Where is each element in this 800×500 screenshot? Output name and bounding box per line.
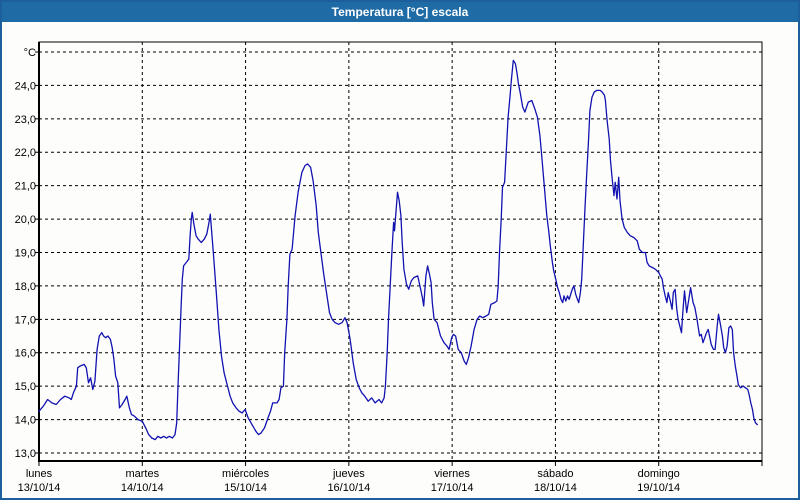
y-axis-unit-label: °C: [24, 47, 36, 59]
x-date-label: 15/10/14: [224, 482, 267, 494]
temperature-chart: 13,0 14,0 15,0 16,0 17,0 18,0 19,0 20,0 21,0 22,0…: [15, 41, 763, 494]
y-tick-label: 16,0: [15, 348, 36, 360]
y-tick-label: 22,0: [15, 147, 36, 159]
x-date-label: 14/10/14: [121, 482, 164, 494]
x-day-label: martes: [125, 468, 159, 480]
chart-area: 13,0 14,0 15,0 16,0 17,0 18,0 19,0 20,0 21,0 22,0…: [2, 22, 798, 498]
x-date-label: 19/10/14: [637, 482, 680, 494]
window-title: Temperatura [°C] escala: [331, 5, 469, 19]
y-tick-label: 17,0: [15, 314, 36, 326]
temperature-line: [38, 59, 758, 441]
x-day-label: sábado: [537, 468, 573, 480]
y-tick-label: 24,0: [15, 80, 36, 92]
y-tick-label: 14,0: [15, 415, 36, 427]
window-titlebar[interactable]: Temperatura [°C] escala: [2, 2, 798, 22]
plot-border: [38, 41, 763, 462]
y-tick-label: 21,0: [15, 181, 36, 193]
x-date-label: 16/10/14: [327, 482, 370, 494]
y-tick-label: 23,0: [15, 114, 36, 126]
x-date-label: 18/10/14: [534, 482, 577, 494]
x-date-label: 13/10/14: [18, 482, 61, 494]
y-tick-label: 20,0: [15, 214, 36, 226]
x-day-label: viernes: [434, 468, 470, 480]
y-tick-label: 18,0: [15, 281, 36, 293]
y-tick-label: 13,0: [15, 448, 36, 460]
y-tick-label: 19,0: [15, 247, 36, 259]
x-day-label: lunes: [26, 468, 53, 480]
y-tick-label: 15,0: [15, 381, 36, 393]
x-date-label: 17/10/14: [431, 482, 474, 494]
x-day-label: miércoles: [222, 468, 270, 480]
x-day-label: domingo: [638, 468, 680, 480]
x-day-label: jueves: [332, 468, 365, 480]
